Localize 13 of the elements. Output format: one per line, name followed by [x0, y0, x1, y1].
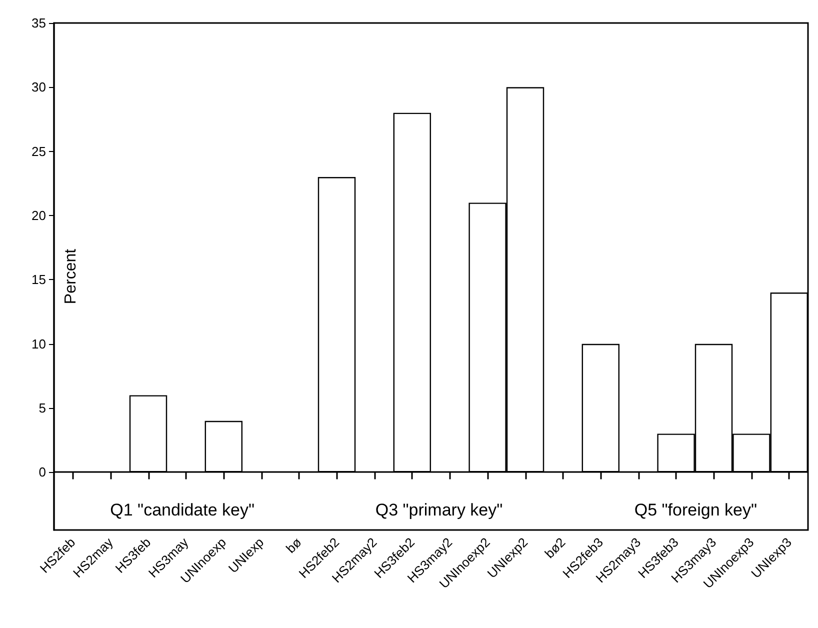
annotation: Q5 "foreign key" — [634, 500, 757, 520]
y-tick-label: 35 — [32, 16, 46, 30]
y-tick-label: 15 — [32, 272, 46, 288]
y-tick-label: 25 — [32, 144, 46, 159]
y-tick-label: 0 — [38, 464, 46, 480]
y-tick-label: 10 — [32, 336, 46, 352]
y-tick-label: 5 — [38, 400, 46, 416]
x-tick-label: bø — [283, 534, 304, 556]
y-tick-label: 20 — [32, 208, 46, 224]
y-tick-label: 30 — [32, 80, 46, 95]
annotation: Q1 "candidate key" — [110, 500, 255, 520]
annotation: Q3 "primary key" — [375, 500, 503, 520]
y-axis-title: Percent — [62, 248, 80, 304]
